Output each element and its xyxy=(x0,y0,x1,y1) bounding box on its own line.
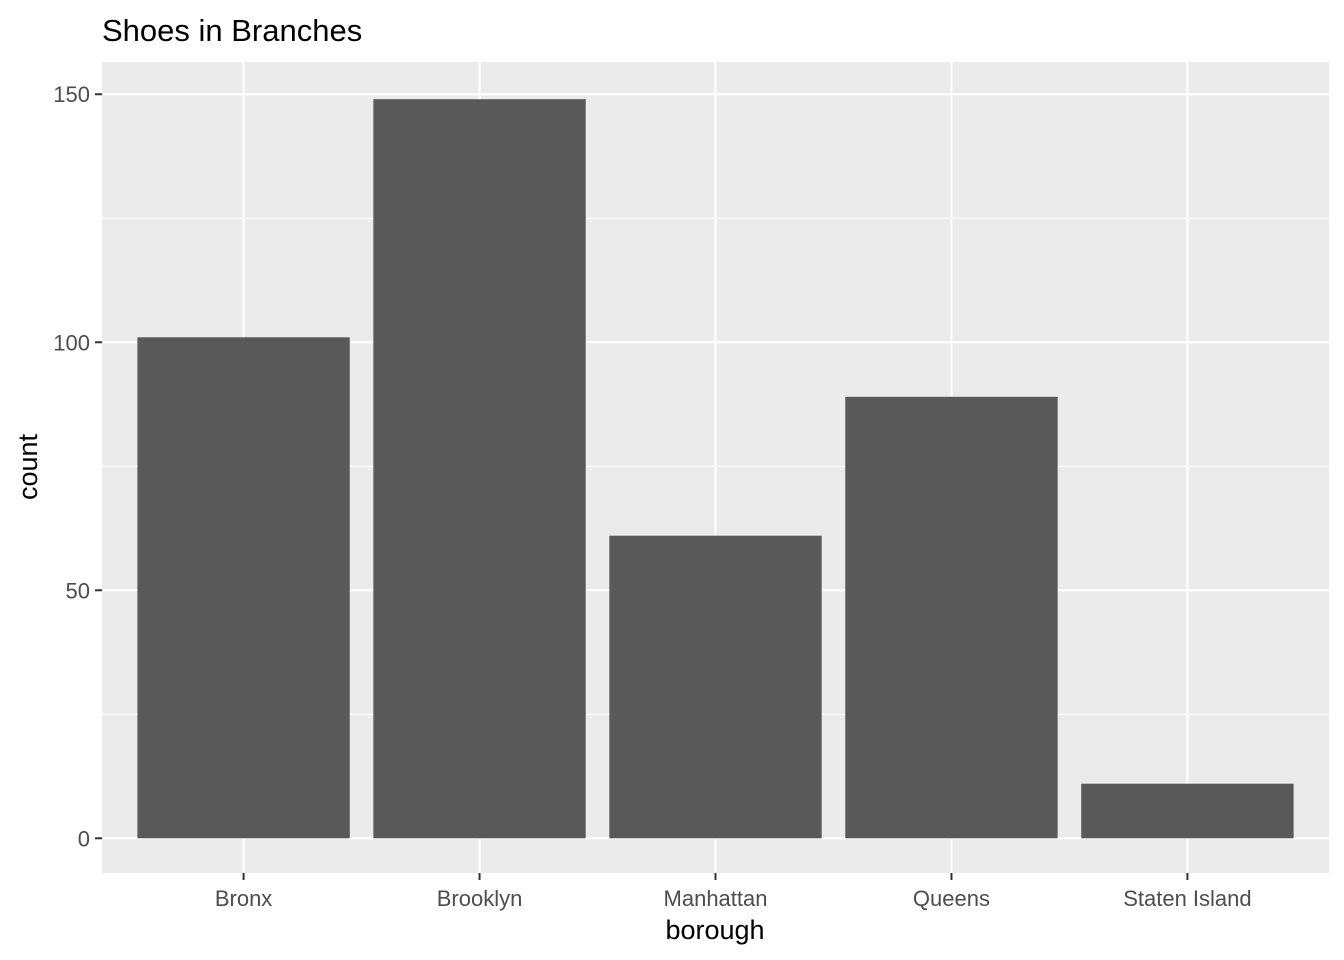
bar-staten-island xyxy=(1081,783,1294,839)
x-axis-title: borough xyxy=(665,915,764,945)
y-tick-label: 50 xyxy=(66,578,90,603)
x-tick-label: Brooklyn xyxy=(437,886,523,911)
y-axis-title: count xyxy=(13,433,43,500)
bars xyxy=(137,99,1294,839)
y-axis: 0 50 100 150 xyxy=(53,82,102,851)
bar-bronx xyxy=(137,337,350,839)
y-tick-label: 0 xyxy=(78,826,90,851)
y-tick-label: 100 xyxy=(53,330,90,355)
x-tick-label: Staten Island xyxy=(1123,886,1251,911)
bar-queens xyxy=(845,396,1058,839)
y-tick-label: 150 xyxy=(53,82,90,107)
chart-title: Shoes in Branches xyxy=(102,13,362,48)
x-tick-label: Queens xyxy=(913,886,990,911)
x-axis: Bronx Brooklyn Manhattan Queens Staten Islan… xyxy=(215,873,1252,911)
bar-manhattan xyxy=(609,535,822,839)
x-tick-label: Manhattan xyxy=(664,886,768,911)
bar-brooklyn xyxy=(373,99,586,839)
x-tick-label: Bronx xyxy=(215,886,272,911)
